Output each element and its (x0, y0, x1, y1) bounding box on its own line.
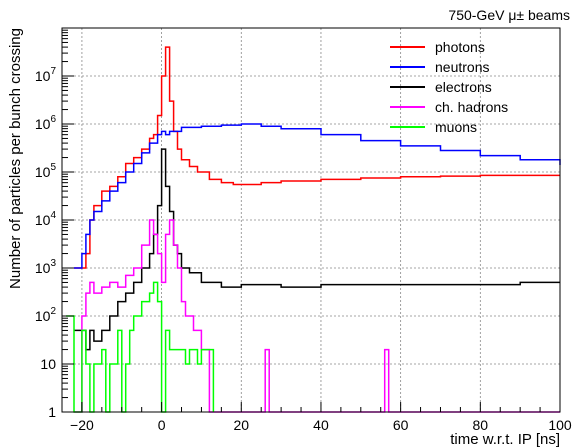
legend-label: electrons (435, 79, 492, 95)
y-tick-label: 102 (35, 306, 57, 324)
series-electrons-line (74, 148, 560, 351)
legend-label: photons (435, 39, 485, 55)
legend-label: neutrons (435, 59, 489, 75)
tick-labels: −20 0 20 40 60 80 100 1 10 102 103 104 105 106 107 (35, 66, 572, 433)
y-tick-label: 1 (48, 404, 56, 420)
y-axis-label: Number of particles per bunch crossing (7, 28, 24, 289)
x-tick-label: −20 (70, 417, 94, 433)
chart-title: 750-GeV μ± beams (448, 7, 570, 23)
x-tick-label: 100 (548, 417, 572, 433)
legend-label: ch. hadrons (435, 99, 508, 115)
series-photons-line (74, 46, 560, 269)
x-tick-label: 20 (233, 417, 249, 433)
ticks (61, 29, 561, 413)
x-tick-label: 60 (393, 417, 409, 433)
legend: photons neutrons electrons ch. hadrons muons (390, 39, 508, 135)
y-tick-label: 104 (35, 210, 57, 228)
x-tick-label: 40 (313, 417, 329, 433)
x-axis-label: time w.r.t. IP [ns] (450, 431, 560, 447)
series-ch-hadrons-line (74, 219, 560, 413)
y-tick-label: 107 (35, 66, 57, 84)
series-neutrons-line (74, 123, 561, 269)
y-tick-label: 106 (35, 114, 57, 132)
series-muons-line (66, 281, 215, 413)
y-tick-label: 105 (35, 162, 57, 180)
x-tick-label: 80 (473, 417, 489, 433)
y-tick-label: 103 (35, 258, 57, 276)
y-tick-label: 10 (40, 356, 56, 372)
legend-label: muons (435, 119, 477, 135)
grid (62, 28, 561, 413)
x-tick-label: 0 (158, 417, 166, 433)
